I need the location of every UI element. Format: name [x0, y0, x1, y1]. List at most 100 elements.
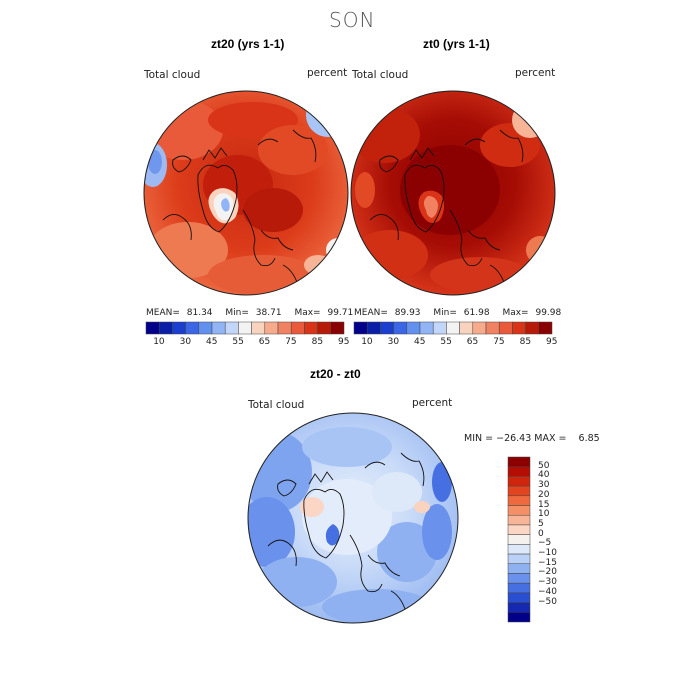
colorbar-tick-label: 50: [538, 460, 550, 471]
colorbar-swatch: [507, 466, 531, 477]
colorbar-tick-label: 95: [338, 337, 350, 347]
panel1-unit-label: percent: [307, 67, 348, 79]
colorbar-swatch: [507, 495, 531, 506]
colorbar-tick-label: 55: [440, 337, 452, 347]
colorbar-tick-label: 55: [232, 337, 244, 347]
colorbar-tick-label: 30: [387, 337, 400, 347]
panel2-min-label: Min=: [433, 308, 457, 318]
colorbar-swatch: [507, 534, 531, 545]
colorbar-swatch: [507, 612, 531, 623]
colorbar-swatch: [498, 321, 513, 335]
colorbar-swatch: [393, 321, 408, 335]
colorbar-swatch: [538, 321, 553, 335]
panel1-colorbar: [145, 321, 345, 335]
colorbar-tick-label: 15: [538, 499, 550, 510]
colorbar-tick-label: 65: [258, 337, 271, 347]
colorbar-swatch: [198, 321, 213, 335]
colorbar-swatch: [330, 321, 345, 335]
colorbar-swatch: [277, 321, 292, 335]
colorbar-tick-label: 85: [311, 337, 324, 347]
colorbar-swatch: [507, 602, 531, 613]
colorbar-swatch: [419, 321, 434, 335]
diff-colorbar: [507, 456, 531, 623]
colorbar-swatch: [459, 321, 474, 335]
colorbar-tick-label: −5: [538, 538, 552, 549]
colorbar-tick-label: −15: [538, 557, 557, 568]
colorbar-swatch: [158, 321, 173, 335]
colorbar-tick-label: −10: [538, 548, 557, 559]
colorbar-tick-label: 30: [538, 480, 550, 491]
colorbar-tick-label: 30: [179, 337, 192, 347]
panel1-stats: MEAN= 81.34 Min= 38.71 Max= 99.71: [146, 308, 353, 318]
colorbar-tick-label: 45: [414, 337, 426, 347]
diff-stats: MIN = −26.43 MAX = 6.85: [464, 433, 600, 444]
diff-unit-label: percent: [412, 397, 453, 409]
panel2-unit-label: percent: [515, 67, 556, 79]
colorbar-swatch: [507, 485, 531, 497]
colorbar-swatch: [211, 321, 226, 335]
colorbar-tick-label: −20: [538, 567, 557, 578]
panel1-map: [143, 90, 349, 296]
colorbar-swatch: [507, 544, 531, 555]
colorbar-swatch: [353, 321, 368, 335]
season-title: SON: [329, 8, 376, 32]
colorbar-tick-label: 45: [206, 337, 218, 347]
panel2-colorbar: [353, 321, 553, 335]
colorbar-swatch: [507, 524, 531, 535]
panel2-mean-label: MEAN=: [354, 308, 388, 318]
colorbar-swatch: [446, 321, 460, 335]
panel1-title: zt20 (yrs 1-1): [211, 37, 285, 51]
colorbar-swatch: [507, 592, 531, 603]
colorbar-swatch: [485, 321, 500, 335]
colorbar-tick-label: −30: [538, 577, 557, 588]
panel1-min-value: 38.71: [255, 308, 282, 318]
colorbar-tick-label: −40: [538, 586, 557, 597]
colorbar-swatch: [172, 321, 186, 335]
panel1-max-value: 99.71: [327, 308, 354, 318]
colorbar-swatch: [507, 573, 531, 584]
panel2-map: [350, 90, 556, 296]
panel1-mean-value: 81.34: [186, 308, 213, 318]
colorbar-swatch: [290, 321, 305, 335]
colorbar-swatch: [507, 553, 531, 565]
colorbar-swatch: [185, 321, 200, 335]
colorbar-swatch: [507, 514, 531, 526]
panel1-max-label: Max=: [294, 308, 321, 318]
diff-title: zt20 - zt0: [310, 367, 361, 381]
colorbar-swatch: [507, 476, 531, 487]
diff-field-label: Total cloud: [248, 399, 305, 411]
panel1-min-label: Min=: [225, 308, 249, 318]
panel2-min-value: 61.98: [463, 308, 490, 318]
colorbar-swatch: [432, 321, 447, 335]
colorbar-tick-label: 75: [493, 337, 505, 347]
panel1-field-label: Total cloud: [144, 69, 201, 81]
colorbar-tick-label: 10: [361, 337, 373, 347]
colorbar-tick-label: 10: [538, 509, 550, 520]
colorbar-swatch: [317, 321, 332, 335]
colorbar-swatch: [507, 563, 531, 574]
colorbar-swatch: [238, 321, 252, 335]
colorbar-tick-label: 75: [285, 337, 297, 347]
colorbar-swatch: [512, 321, 526, 335]
colorbar-swatch: [525, 321, 540, 335]
colorbar-swatch: [507, 456, 531, 467]
colorbar-tick-label: 0: [538, 528, 544, 539]
panel2-mean-value: 89.93: [394, 308, 421, 318]
colorbar-swatch: [304, 321, 318, 335]
panel1-mean-label: MEAN=: [146, 308, 180, 318]
colorbar-tick-label: 85: [519, 337, 532, 347]
colorbar-swatch: [507, 582, 531, 594]
panel2-max-value: 99.98: [535, 308, 562, 318]
colorbar-tick-label: 5: [538, 518, 544, 529]
colorbar-tick-label: 95: [546, 337, 558, 347]
colorbar-tick-label: 65: [466, 337, 479, 347]
colorbar-swatch: [406, 321, 421, 335]
colorbar-tick-label: 40: [538, 470, 550, 481]
colorbar-swatch: [472, 321, 487, 335]
colorbar-tick-label: 10: [153, 337, 165, 347]
colorbar-tick-label: −50: [538, 596, 557, 607]
diff-map: [247, 412, 459, 624]
colorbar-tick-label: 20: [538, 489, 550, 500]
colorbar-swatch: [251, 321, 266, 335]
colorbar-swatch: [145, 321, 160, 335]
